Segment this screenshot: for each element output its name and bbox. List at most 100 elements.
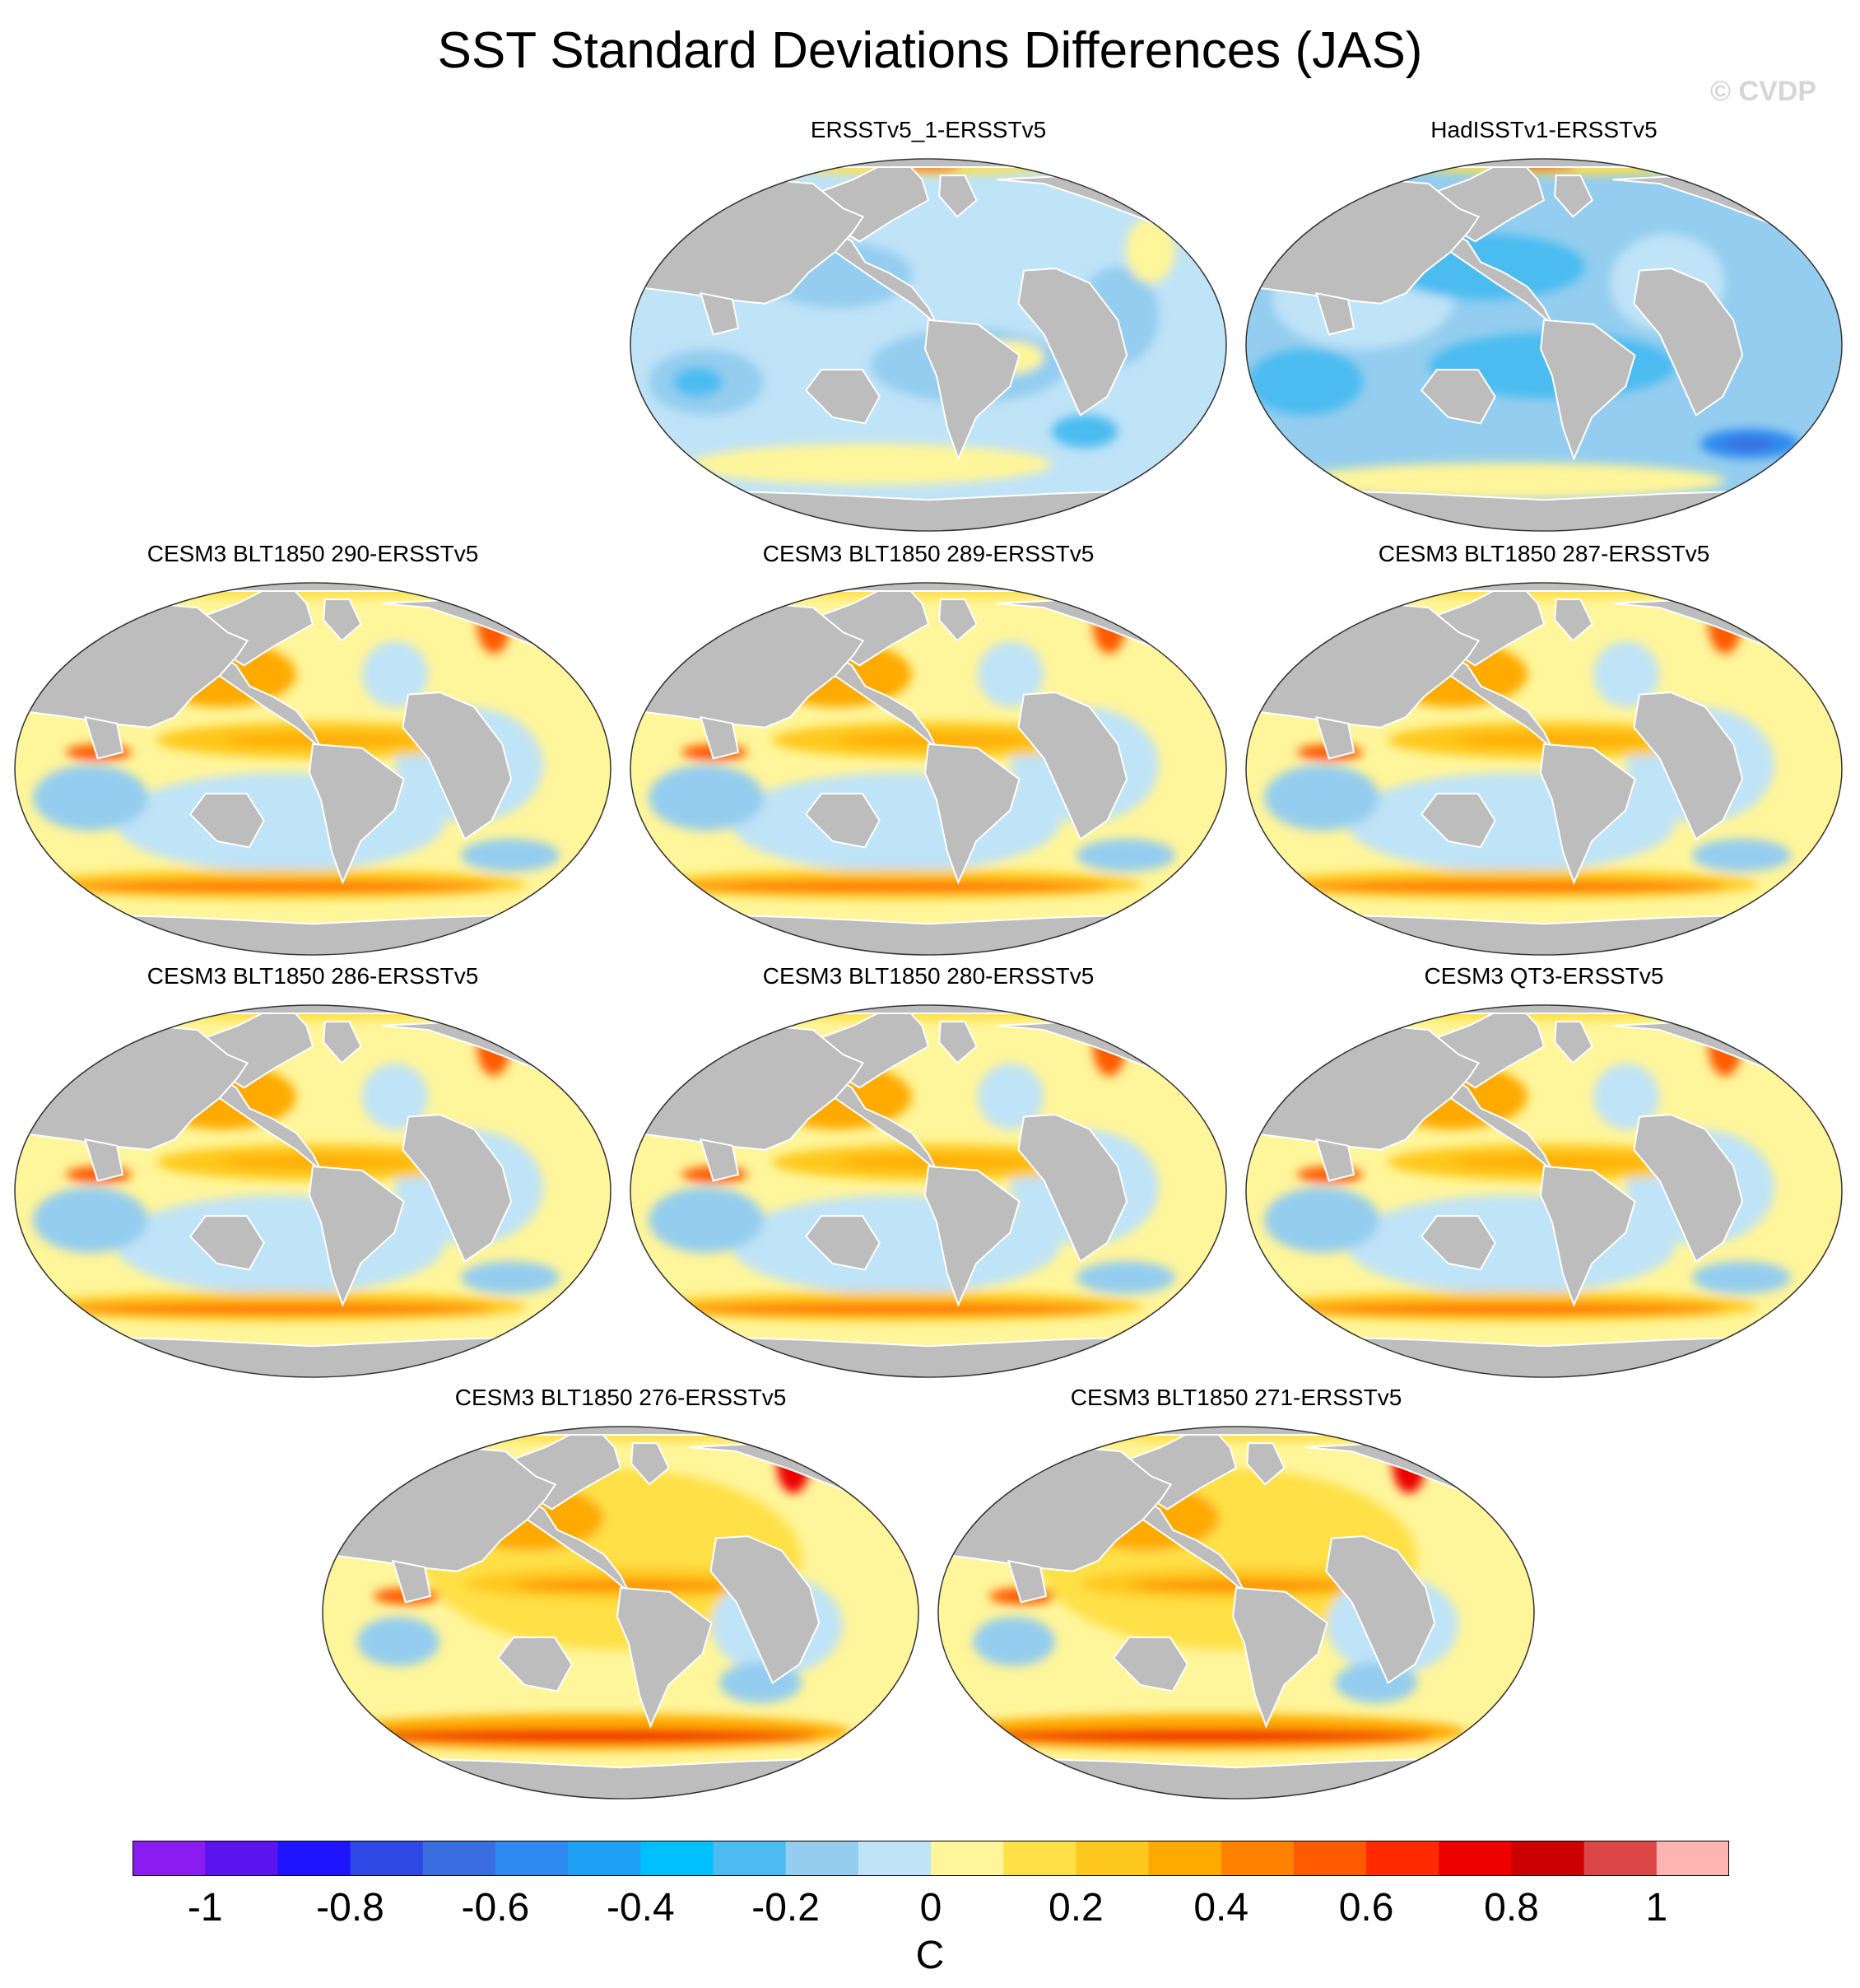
- colorbar-swatch: [205, 1841, 278, 1876]
- anomaly-patch: [1692, 1261, 1791, 1294]
- land-mass: [1633, 691, 1744, 840]
- map-field: [630, 159, 1226, 531]
- land-mass: [109, 583, 517, 592]
- map-field: [1246, 1005, 1842, 1377]
- colorbar-swatch: [422, 1841, 496, 1876]
- land-mass: [188, 793, 265, 849]
- anomaly-patch: [362, 1064, 428, 1129]
- colorbar-swatch: [133, 1841, 206, 1876]
- land-mass: [923, 319, 1021, 461]
- anomaly-patch: [1453, 733, 1651, 747]
- colorbar-swatch: [858, 1841, 932, 1876]
- colorbar-tick-label: 0: [919, 1886, 942, 1930]
- colorbar-tick-label: 0.2: [1049, 1886, 1104, 1930]
- anomaly-patch: [357, 1730, 818, 1743]
- colorbar-tick-label: 0.4: [1193, 1886, 1249, 1930]
- land-mass: [804, 369, 881, 425]
- panel-title: ERSSTv5_1-ERSSTv5: [810, 117, 1047, 142]
- land-mass: [1314, 715, 1355, 760]
- land-mass: [1314, 291, 1355, 336]
- map-field: [323, 1427, 918, 1799]
- land-mass: [1340, 1005, 1748, 1014]
- land-mass: [630, 1442, 670, 1486]
- land-mass: [1420, 793, 1496, 849]
- world-map: [937, 1426, 1535, 1799]
- anomaly-patch: [756, 1008, 788, 1017]
- land-mass: [804, 1215, 881, 1271]
- colorbar-swatch: [568, 1841, 641, 1876]
- anomaly-patch: [1593, 641, 1659, 707]
- panel-title: CESM3 BLT1850 271-ERSSTv5: [1070, 1385, 1402, 1410]
- map-border: [14, 1004, 611, 1378]
- anomaly-patch: [1076, 839, 1175, 872]
- anomaly-patch: [1052, 415, 1118, 448]
- map-border: [322, 1426, 919, 1799]
- panel-title: CESM3 BLT1850 280-ERSSTv5: [762, 963, 1095, 989]
- map-panel: CESM3 BLT1850 290-ERSSTv5: [8, 539, 617, 967]
- anomaly-patch: [1063, 1429, 1096, 1439]
- world-map: [14, 1004, 611, 1378]
- colorbar-swatch: [931, 1841, 1004, 1876]
- anomaly-patch: [140, 585, 173, 595]
- anomaly-patch: [1248, 349, 1363, 415]
- land-mass: [1633, 1114, 1744, 1263]
- anomaly-patch: [222, 1156, 420, 1169]
- land-mass: [1314, 1138, 1355, 1182]
- colorbar-tick-label: 1: [1645, 1886, 1668, 1930]
- land-mass: [1633, 268, 1744, 417]
- colorbar-tick-label: -0.2: [751, 1886, 820, 1930]
- anomaly-patch: [33, 765, 148, 831]
- land-mass: [616, 1586, 713, 1729]
- colorbar-swatch: [640, 1841, 714, 1876]
- land-mass: [188, 1215, 265, 1271]
- land-mass: [938, 598, 978, 642]
- colorbar-tick-label: 0.6: [1338, 1886, 1394, 1930]
- colorbar-swatch: [785, 1841, 859, 1876]
- anomaly-patch: [1453, 1156, 1651, 1169]
- world-map: [630, 582, 1227, 956]
- map-field: [630, 1005, 1226, 1377]
- colorbar-swatch: [1221, 1841, 1295, 1876]
- colorbar-swatch: [1293, 1841, 1367, 1876]
- map-border: [1245, 158, 1843, 532]
- land-mass: [1539, 319, 1636, 461]
- anomaly-patch: [978, 1064, 1044, 1129]
- land-mass: [1340, 159, 1748, 168]
- anomaly-patch: [1371, 1008, 1404, 1017]
- panel-title: CESM3 BLT1850 289-ERSSTv5: [762, 541, 1095, 566]
- anomaly-patch: [1593, 1064, 1659, 1129]
- land-mass: [1246, 1442, 1286, 1486]
- map-field: [938, 1427, 1534, 1799]
- anomaly-patch: [1371, 585, 1404, 595]
- colorbar-tick-label: -0.4: [606, 1886, 675, 1930]
- map-border: [630, 1004, 1227, 1378]
- anomaly-patch: [1264, 1187, 1379, 1253]
- colorbar-swatch: [1439, 1841, 1512, 1876]
- anomaly-patch: [461, 1261, 560, 1294]
- panel-title: CESM3 BLT1850 276-ERSSTv5: [454, 1385, 787, 1410]
- land-mass: [699, 1138, 740, 1182]
- anomaly-patch: [1367, 161, 1416, 175]
- anomaly-patch: [681, 1304, 1109, 1314]
- land-mass: [83, 715, 124, 760]
- map-border: [1245, 582, 1843, 956]
- land-mass: [83, 1138, 124, 1182]
- anomaly-patch: [978, 641, 1044, 707]
- world-map: [1245, 582, 1843, 956]
- colorbar-swatch: [713, 1841, 787, 1876]
- land-mass: [709, 1535, 821, 1684]
- map-panel: CESM3 BLT1850 286-ERSSTv5: [8, 961, 617, 1390]
- anomaly-patch: [222, 733, 420, 747]
- colorbar: [133, 1841, 1729, 1876]
- land-mass: [1032, 1427, 1440, 1436]
- map-panel: CESM3 BLT1850 276-ERSSTv5: [316, 1383, 925, 1811]
- anomaly-patch: [1725, 437, 1774, 450]
- map-panel: CESM3 BLT1850 287-ERSSTv5: [1239, 539, 1848, 967]
- panel-title: CESM3 BLT1850 287-ERSSTv5: [1378, 541, 1710, 566]
- land-mass: [724, 159, 1132, 168]
- land-mass: [923, 743, 1021, 885]
- land-mass: [109, 1005, 517, 1014]
- map-border: [937, 1426, 1535, 1799]
- land-mass: [1231, 1586, 1328, 1729]
- figure-title: SST Standard Deviations Differences (JAS…: [437, 22, 1423, 79]
